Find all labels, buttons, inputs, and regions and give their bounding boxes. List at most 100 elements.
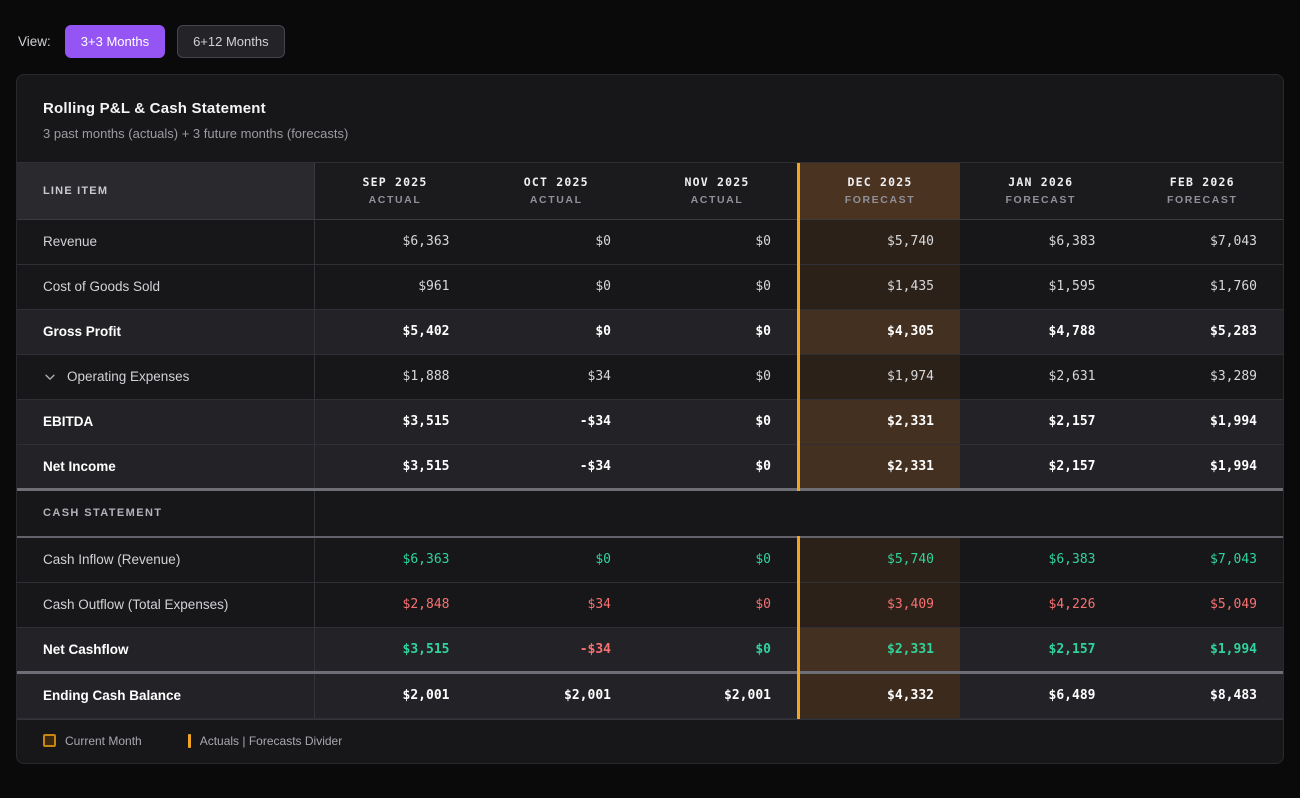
table-row-revenue: Revenue $6,363 $0 $0 $5,740 $6,383 $7,043	[17, 219, 1283, 265]
value-cell: $3,515	[314, 399, 476, 445]
value-cell: $1,595	[960, 264, 1122, 310]
row-label-ending-cash-balance: Ending Cash Balance	[17, 670, 315, 719]
value-cell: $1,994	[1121, 444, 1283, 490]
row-label-revenue: Revenue	[17, 219, 315, 265]
column-header-sep-2025: SEP 2025 ACTUAL	[314, 163, 476, 220]
value-cell: $8,483	[1121, 670, 1283, 719]
value-cell: $2,331	[797, 444, 960, 490]
column-type: ACTUAL	[690, 194, 744, 207]
value-cell: -$34	[475, 399, 637, 445]
value-cell: $6,383	[960, 219, 1122, 265]
value-cell: $4,226	[960, 582, 1122, 628]
value-cell: $0	[637, 537, 799, 583]
value-cell: $4,332	[797, 670, 960, 719]
row-label-net-income: Net Income	[17, 444, 315, 490]
table-body: Revenue $6,363 $0 $0 $5,740 $6,383 $7,043 Cost …	[17, 219, 1283, 719]
view-option-3-3-months[interactable]: 3+3 Months	[64, 25, 166, 58]
row-label-operating-expenses[interactable]: Operating Expenses	[17, 354, 315, 400]
value-cell: $7,043	[1121, 219, 1283, 265]
column-month: OCT 2025	[523, 175, 589, 190]
column-type: FORECAST	[1166, 194, 1238, 207]
card-subtitle: 3 past months (actuals) + 3 future month…	[43, 126, 349, 141]
column-type: FORECAST	[1005, 194, 1077, 207]
value-cell: $0	[475, 309, 637, 355]
value-cell: $1,888	[314, 354, 476, 400]
section-row-cash-statement: CASH STATEMENT	[17, 487, 1283, 538]
value-cell: $0	[475, 537, 637, 583]
table-row-ending-cash-balance: Ending Cash Balance $2,001 $2,001 $2,001 $4,…	[17, 670, 1283, 719]
column-month: DEC 2025	[847, 175, 913, 190]
expand-toggle[interactable]: Operating Expenses	[43, 369, 314, 384]
value-cell: $2,001	[637, 670, 799, 719]
value-cell: $0	[637, 219, 799, 265]
value-cell: $3,289	[1121, 354, 1283, 400]
legend: Current Month Actuals | Forecasts Divide…	[17, 718, 1283, 763]
value-cell: $2,631	[960, 354, 1122, 400]
row-label-cash-statement: CASH STATEMENT	[17, 487, 315, 538]
table-row-cash-outflow-total-expenses: Cash Outflow (Total Expenses) $2,848 $34 $0…	[17, 582, 1283, 628]
column-month: JAN 2026	[1008, 175, 1074, 190]
view-option-6-12-months[interactable]: 6+12 Months	[177, 25, 285, 58]
value-cell: $1,994	[1121, 627, 1283, 673]
value-cell: $961	[314, 264, 476, 310]
value-cell: $5,049	[1121, 582, 1283, 628]
section-spacer-cell	[314, 487, 1283, 538]
column-month: NOV 2025	[684, 175, 750, 190]
table-row-cost-of-goods-sold: Cost of Goods Sold $961 $0 $0 $1,435 $1,595 $1…	[17, 264, 1283, 310]
table-header-row: LINE ITEM SEP 2025 ACTUAL OCT 2025 ACTUAL NO…	[17, 163, 1283, 220]
value-cell: $5,402	[314, 309, 476, 355]
legend-divider: Actuals | Forecasts Divider	[187, 733, 343, 748]
value-cell: $2,331	[797, 399, 960, 445]
row-label-gross-profit: Gross Profit	[17, 309, 315, 355]
value-cell: $1,974	[797, 354, 960, 400]
card-header: Rolling P&L & Cash Statement 3 past mont…	[17, 75, 1283, 163]
value-cell: $0	[637, 582, 799, 628]
value-cell: $0	[637, 627, 799, 673]
page: View: 3+3 Months 6+12 Months Rolling P&L…	[16, 0, 1284, 764]
value-cell: $5,740	[797, 219, 960, 265]
value-cell: $2,157	[960, 399, 1122, 445]
statement-card: Rolling P&L & Cash Statement 3 past mont…	[16, 74, 1284, 764]
value-cell: $1,435	[797, 264, 960, 310]
view-toolbar: View: 3+3 Months 6+12 Months	[16, 0, 1284, 74]
table-row-gross-profit: Gross Profit $5,402 $0 $0 $4,305 $4,788 $5,283	[17, 309, 1283, 355]
value-cell: $2,157	[960, 627, 1122, 673]
value-cell: $0	[475, 219, 637, 265]
statement-table: LINE ITEM SEP 2025 ACTUAL OCT 2025 ACTUAL NO…	[17, 163, 1283, 719]
view-label: View:	[18, 34, 51, 49]
table-row-cash-inflow-revenue: Cash Inflow (Revenue) $6,363 $0 $0 $5,740 $6,…	[17, 537, 1283, 583]
value-cell: $6,489	[960, 670, 1122, 719]
row-label-ebitda: EBITDA	[17, 399, 315, 445]
value-cell: $34	[475, 354, 637, 400]
value-cell: $4,788	[960, 309, 1122, 355]
value-cell: $2,331	[797, 627, 960, 673]
value-cell: $3,515	[314, 444, 476, 490]
row-label-net-cashflow: Net Cashflow	[17, 627, 315, 673]
value-cell: $6,363	[314, 219, 476, 265]
column-header-nov-2025: NOV 2025 ACTUAL	[637, 163, 799, 220]
row-label-cash-outflow-total-expenses: Cash Outflow (Total Expenses)	[17, 582, 315, 628]
row-label-cost-of-goods-sold: Cost of Goods Sold	[17, 264, 315, 310]
value-cell: $3,409	[797, 582, 960, 628]
value-cell: $34	[475, 582, 637, 628]
value-cell: $0	[637, 309, 799, 355]
divider-bar-icon	[187, 733, 191, 748]
legend-current-month-label: Current Month	[65, 733, 142, 748]
value-cell: $2,001	[475, 670, 637, 719]
legend-divider-label: Actuals | Forecasts Divider	[199, 733, 343, 748]
table-row-net-cashflow: Net Cashflow $3,515 -$34 $0 $2,331 $2,157 $1,9…	[17, 627, 1283, 673]
value-cell: $0	[637, 354, 799, 400]
value-cell: $5,283	[1121, 309, 1283, 355]
value-cell: $4,305	[797, 309, 960, 355]
value-cell: $1,760	[1121, 264, 1283, 310]
value-cell: $0	[637, 444, 799, 490]
column-header-feb-2026: FEB 2026 FORECAST	[1121, 163, 1283, 220]
card-title: Rolling P&L & Cash Statement	[43, 100, 266, 117]
column-type: FORECAST	[844, 194, 916, 207]
legend-current-month: Current Month	[43, 734, 142, 748]
column-header-oct-2025: OCT 2025 ACTUAL	[475, 163, 637, 220]
current-month-swatch-icon	[43, 734, 56, 747]
value-cell: $1,994	[1121, 399, 1283, 445]
value-cell: $6,363	[314, 537, 476, 583]
value-cell: $2,157	[960, 444, 1122, 490]
